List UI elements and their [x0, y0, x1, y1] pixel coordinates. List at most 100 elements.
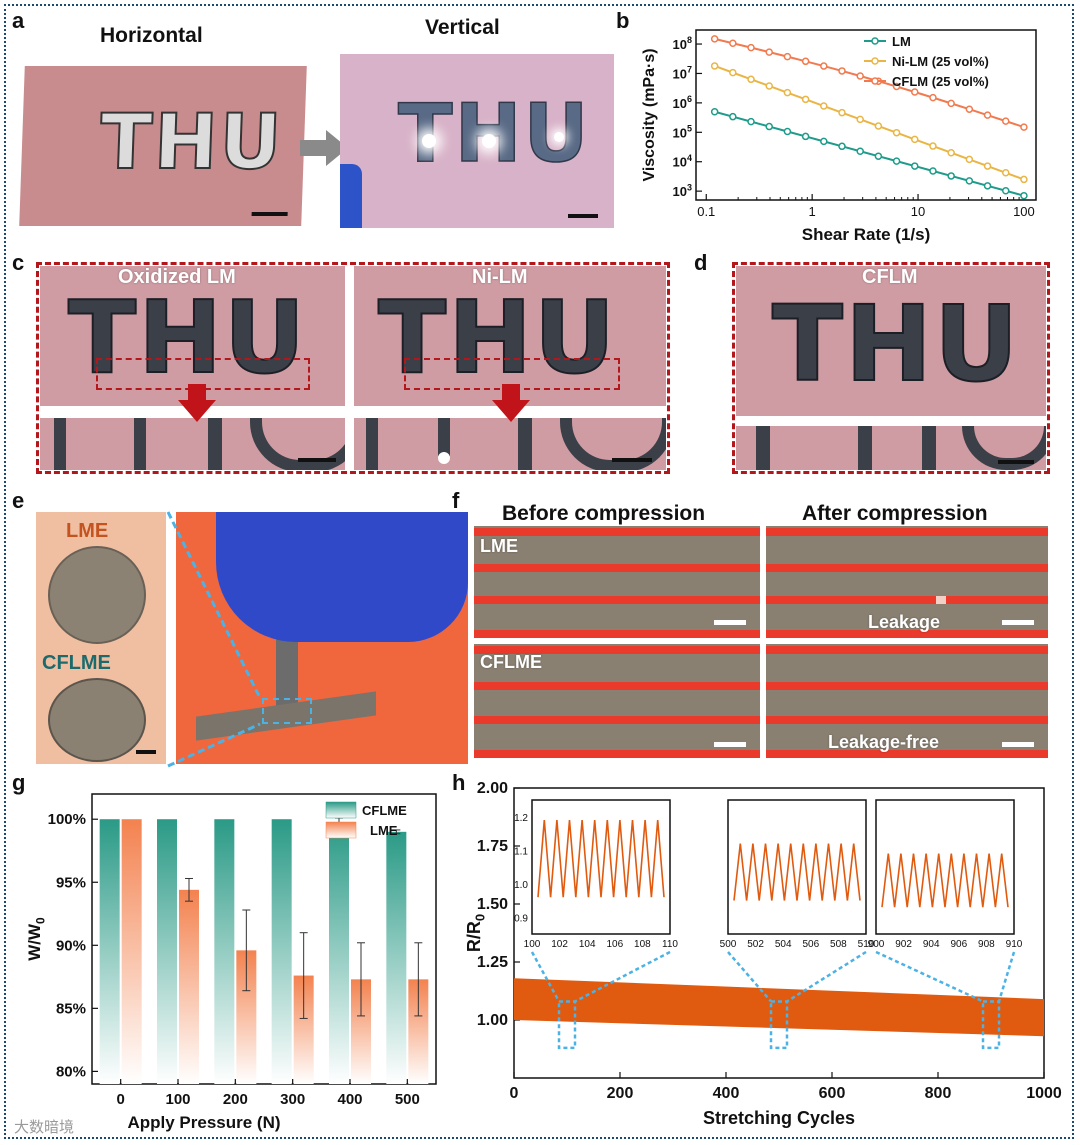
series-line	[714, 110, 1025, 197]
x-tick-label: 10	[911, 204, 925, 219]
vertical-photo: THU	[340, 54, 614, 228]
data-point	[801, 57, 810, 66]
x-tick-label: 300	[280, 1091, 305, 1108]
y-axis-label: R/R0	[464, 914, 488, 952]
leak-spot	[936, 596, 946, 604]
red-track	[766, 646, 1048, 654]
leg	[134, 418, 146, 470]
thu-pattern: THU	[67, 279, 308, 396]
led-glow	[422, 134, 436, 148]
inset-frame	[531, 799, 671, 935]
col-after: After compression	[802, 502, 988, 525]
data-point	[947, 172, 955, 180]
zoom-box	[981, 1000, 1001, 1050]
red-track	[474, 750, 760, 758]
red-track	[474, 682, 760, 690]
chart-h-cycling: 0 200 400 600 800 1000 1.00 1.25 1.50 1.75 2.00 Str…	[464, 780, 1062, 1128]
panel-a-label: a	[12, 8, 25, 33]
data-point	[911, 88, 919, 96]
data-point	[874, 152, 883, 160]
inset-series	[733, 843, 861, 901]
data-point	[929, 93, 937, 102]
data-point	[747, 75, 755, 84]
data-point	[801, 95, 810, 104]
data-point	[892, 157, 901, 165]
red-track	[766, 716, 1048, 724]
data-point	[947, 99, 955, 108]
data-point	[965, 105, 974, 113]
panel-h-label: h	[452, 770, 466, 795]
data-point	[820, 137, 828, 146]
inset-x-tick-label: 906	[950, 939, 967, 950]
x-tick-label: 1000	[1026, 1085, 1062, 1102]
panel-a-title-vertical: Vertical	[425, 16, 500, 39]
y-tick-label: 107	[673, 65, 692, 82]
data-point	[710, 35, 719, 43]
data-point	[874, 122, 883, 130]
x-tick-label: 200	[607, 1085, 634, 1102]
x-axis-label: Stretching Cycles	[703, 1108, 855, 1128]
panel-b-label: b	[616, 8, 630, 33]
x-tick-label: 500	[395, 1091, 420, 1108]
panel-g-label: g	[12, 770, 26, 795]
data-point	[838, 67, 846, 75]
x-tick-label: 400	[337, 1091, 362, 1108]
inset-series	[881, 853, 1009, 908]
row-label-lme: LME	[480, 536, 518, 556]
y-axis-label: Viscosity (mPa·s)	[641, 48, 658, 181]
y-tick-label: 103	[673, 182, 692, 199]
data-point	[1020, 191, 1028, 200]
data-point	[729, 68, 737, 77]
panel-f-label: f	[452, 488, 460, 513]
inset-series	[537, 820, 665, 898]
data-point	[729, 39, 737, 47]
panel-d-label: d	[694, 250, 708, 275]
electrode-samples: LME CFLME	[36, 512, 166, 764]
data-point	[965, 155, 974, 164]
x-tick-label: 0	[116, 1091, 124, 1108]
legend-marker	[871, 77, 879, 85]
ni-lm-title: Ni-LM	[472, 266, 528, 288]
legend-swatch-cflme	[325, 801, 357, 819]
data-point	[765, 122, 773, 131]
bar-cflme	[157, 819, 177, 1084]
cflme-after-photo: Leakage-free	[766, 644, 1048, 758]
led-glow	[554, 132, 564, 142]
y-tick-label: 1.00	[477, 1012, 508, 1029]
data-point	[892, 82, 901, 91]
inset-x-tick-label: 100	[524, 939, 541, 950]
col-before: Before compression	[502, 502, 706, 525]
y-tick-label: 1.75	[477, 838, 508, 855]
x-tick-label: 800	[925, 1085, 952, 1102]
bar-lme	[351, 979, 371, 1084]
panel-c-frame	[36, 262, 670, 474]
data-point	[783, 52, 792, 61]
inset-y-tick-label: 1.2	[514, 813, 528, 824]
inset-x-tick-label: 904	[923, 939, 940, 950]
data-point	[710, 62, 719, 70]
oxidized-lm-title: Oxidized LM	[118, 266, 236, 288]
leg	[518, 418, 532, 470]
leg	[54, 418, 66, 470]
bar-cflme	[329, 823, 349, 1084]
data-point	[983, 182, 992, 190]
leakage-text: Leakage	[868, 612, 941, 632]
leak-drop	[438, 452, 450, 464]
x-tick-label: 100	[165, 1091, 190, 1108]
u-curve	[250, 418, 345, 470]
data-point	[747, 117, 755, 126]
y-tick-label: 1.25	[477, 954, 508, 971]
glove	[216, 512, 468, 642]
led-glow	[482, 134, 496, 148]
data-point	[911, 162, 919, 170]
lme-disk	[48, 546, 146, 644]
y-tick-label: 104	[673, 153, 692, 170]
legend-entry: CFLM (25 vol%)	[892, 74, 989, 89]
chart-g-weight-retention: 80% 85% 90% 95% 100% W/W0 0 100 200 300 400 500 Appl…	[25, 793, 437, 1132]
panel-a-title-horizontal: Horizontal	[100, 24, 203, 47]
cflme-before-photo: CFLME	[474, 644, 760, 758]
x-axis-label: Shear Rate (1/s)	[802, 225, 931, 244]
data-point	[1020, 175, 1028, 184]
inset-x-tick-label: 500	[720, 939, 737, 950]
bar-cflme	[99, 819, 120, 1084]
